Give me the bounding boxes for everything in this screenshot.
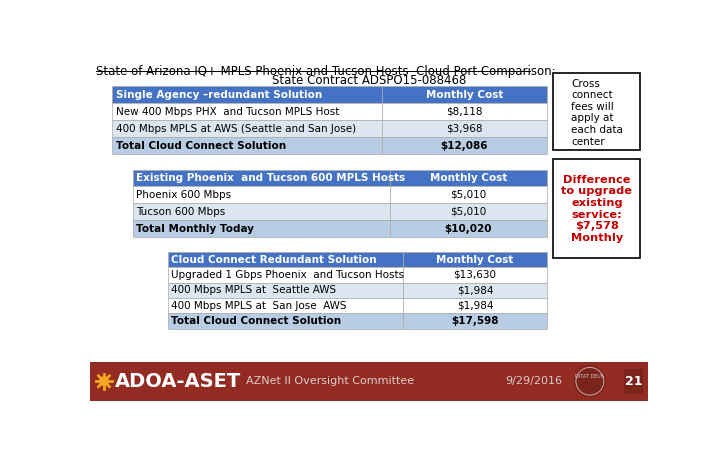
FancyBboxPatch shape: [382, 120, 547, 137]
Text: $8,118: $8,118: [446, 107, 482, 117]
FancyBboxPatch shape: [132, 220, 390, 237]
FancyBboxPatch shape: [112, 104, 382, 120]
FancyBboxPatch shape: [390, 170, 547, 186]
FancyBboxPatch shape: [403, 283, 547, 298]
Text: Difference
to upgrade
existing
service:
$7,578
Monthly: Difference to upgrade existing service: …: [562, 175, 632, 243]
FancyBboxPatch shape: [112, 137, 382, 154]
FancyBboxPatch shape: [168, 252, 403, 267]
Circle shape: [99, 377, 108, 386]
FancyBboxPatch shape: [403, 267, 547, 283]
FancyBboxPatch shape: [112, 120, 382, 137]
Text: Total Cloud Connect Solution: Total Cloud Connect Solution: [116, 141, 286, 151]
FancyBboxPatch shape: [132, 170, 390, 186]
Text: Tucson 600 Mbps: Tucson 600 Mbps: [137, 207, 226, 217]
Text: Cross
connect
fees will
apply at
each data
center: Cross connect fees will apply at each da…: [571, 78, 623, 147]
Text: Cloud Connect Redundant Solution: Cloud Connect Redundant Solution: [171, 255, 377, 265]
Text: State of Arizona IQ+ MPLS Phoenix and Tucson Hosts  Cloud Port Comparison:: State of Arizona IQ+ MPLS Phoenix and Tu…: [96, 65, 556, 78]
Text: $1,984: $1,984: [457, 301, 493, 311]
Text: Total Monthly Today: Total Monthly Today: [137, 224, 254, 234]
Circle shape: [575, 366, 606, 396]
Text: 400 Mbps MPLS at  Seattle AWS: 400 Mbps MPLS at Seattle AWS: [171, 285, 336, 295]
FancyBboxPatch shape: [168, 283, 403, 298]
FancyBboxPatch shape: [554, 159, 640, 258]
FancyBboxPatch shape: [382, 137, 547, 154]
FancyBboxPatch shape: [90, 362, 648, 400]
Text: Phoenix 600 Mbps: Phoenix 600 Mbps: [137, 190, 232, 200]
Text: 21: 21: [624, 375, 642, 388]
FancyBboxPatch shape: [132, 203, 390, 220]
Text: DITAT DEUS: DITAT DEUS: [575, 374, 604, 379]
Text: 400 Mbps MPLS at  San Jose  AWS: 400 Mbps MPLS at San Jose AWS: [171, 301, 347, 311]
Text: New 400 Mbps PHX  and Tucson MPLS Host: New 400 Mbps PHX and Tucson MPLS Host: [116, 107, 339, 117]
FancyBboxPatch shape: [554, 73, 640, 150]
Text: $5,010: $5,010: [450, 190, 487, 200]
Text: Monthly Cost: Monthly Cost: [426, 90, 503, 100]
FancyBboxPatch shape: [112, 86, 382, 104]
Text: $3,968: $3,968: [446, 124, 482, 134]
Text: 9/29/2016: 9/29/2016: [505, 376, 562, 386]
Text: 400 Mbps MPLS at AWS (Seattle and San Jose): 400 Mbps MPLS at AWS (Seattle and San Jo…: [116, 124, 356, 134]
FancyBboxPatch shape: [390, 203, 547, 220]
FancyBboxPatch shape: [168, 314, 403, 329]
FancyBboxPatch shape: [403, 298, 547, 314]
FancyBboxPatch shape: [168, 298, 403, 314]
Text: Monthly Cost: Monthly Cost: [436, 255, 514, 265]
FancyBboxPatch shape: [403, 252, 547, 267]
FancyBboxPatch shape: [403, 314, 547, 329]
Text: $1,984: $1,984: [457, 285, 493, 295]
Text: Total Cloud Connect Solution: Total Cloud Connect Solution: [171, 316, 341, 326]
Text: Existing Phoenix  and Tucson 600 MPLS Hosts: Existing Phoenix and Tucson 600 MPLS Hos…: [137, 173, 406, 183]
FancyBboxPatch shape: [624, 369, 644, 394]
Text: $10,020: $10,020: [445, 224, 492, 234]
Text: $17,598: $17,598: [451, 316, 499, 326]
Text: Upgraded 1 Gbps Phoenix  and Tucson Hosts: Upgraded 1 Gbps Phoenix and Tucson Hosts: [171, 270, 405, 280]
FancyBboxPatch shape: [382, 86, 547, 104]
FancyBboxPatch shape: [390, 186, 547, 203]
Text: Single Agency –redundant Solution: Single Agency –redundant Solution: [116, 90, 322, 100]
FancyBboxPatch shape: [382, 104, 547, 120]
Text: State Contract ADSPO15-088468: State Contract ADSPO15-088468: [272, 74, 466, 87]
Text: $5,010: $5,010: [450, 207, 487, 217]
Text: ADOA-ASET: ADOA-ASET: [114, 372, 241, 391]
FancyBboxPatch shape: [132, 186, 390, 203]
FancyBboxPatch shape: [168, 267, 403, 283]
Text: AZNet II Oversight Committee: AZNet II Oversight Committee: [246, 376, 414, 386]
Text: Monthly Cost: Monthly Cost: [430, 173, 507, 183]
Text: $13,630: $13,630: [454, 270, 497, 280]
Text: $12,086: $12,086: [441, 141, 488, 151]
FancyBboxPatch shape: [390, 220, 547, 237]
